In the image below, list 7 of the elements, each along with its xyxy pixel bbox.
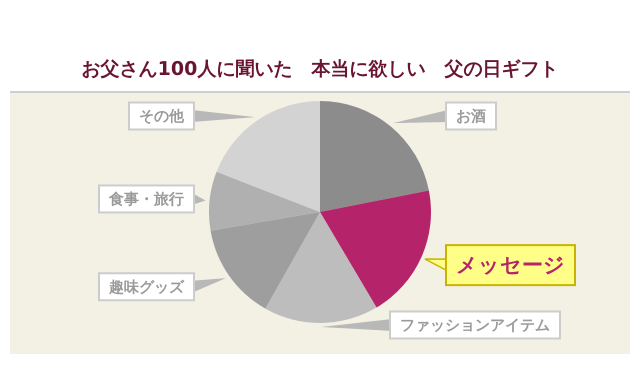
slice-label: メッセージ bbox=[456, 253, 565, 278]
slice-label: お酒 bbox=[456, 107, 486, 125]
legend-label: ファッションアイテム bbox=[400, 316, 550, 334]
slice-label: その他 bbox=[139, 107, 185, 125]
slice-label: 食事・旅行 bbox=[108, 190, 184, 208]
slice-label: 趣味グッズ bbox=[108, 278, 185, 296]
chart-title: お父さん100人に聞いた 本当に欲しい 父の日ギフト bbox=[82, 58, 558, 80]
